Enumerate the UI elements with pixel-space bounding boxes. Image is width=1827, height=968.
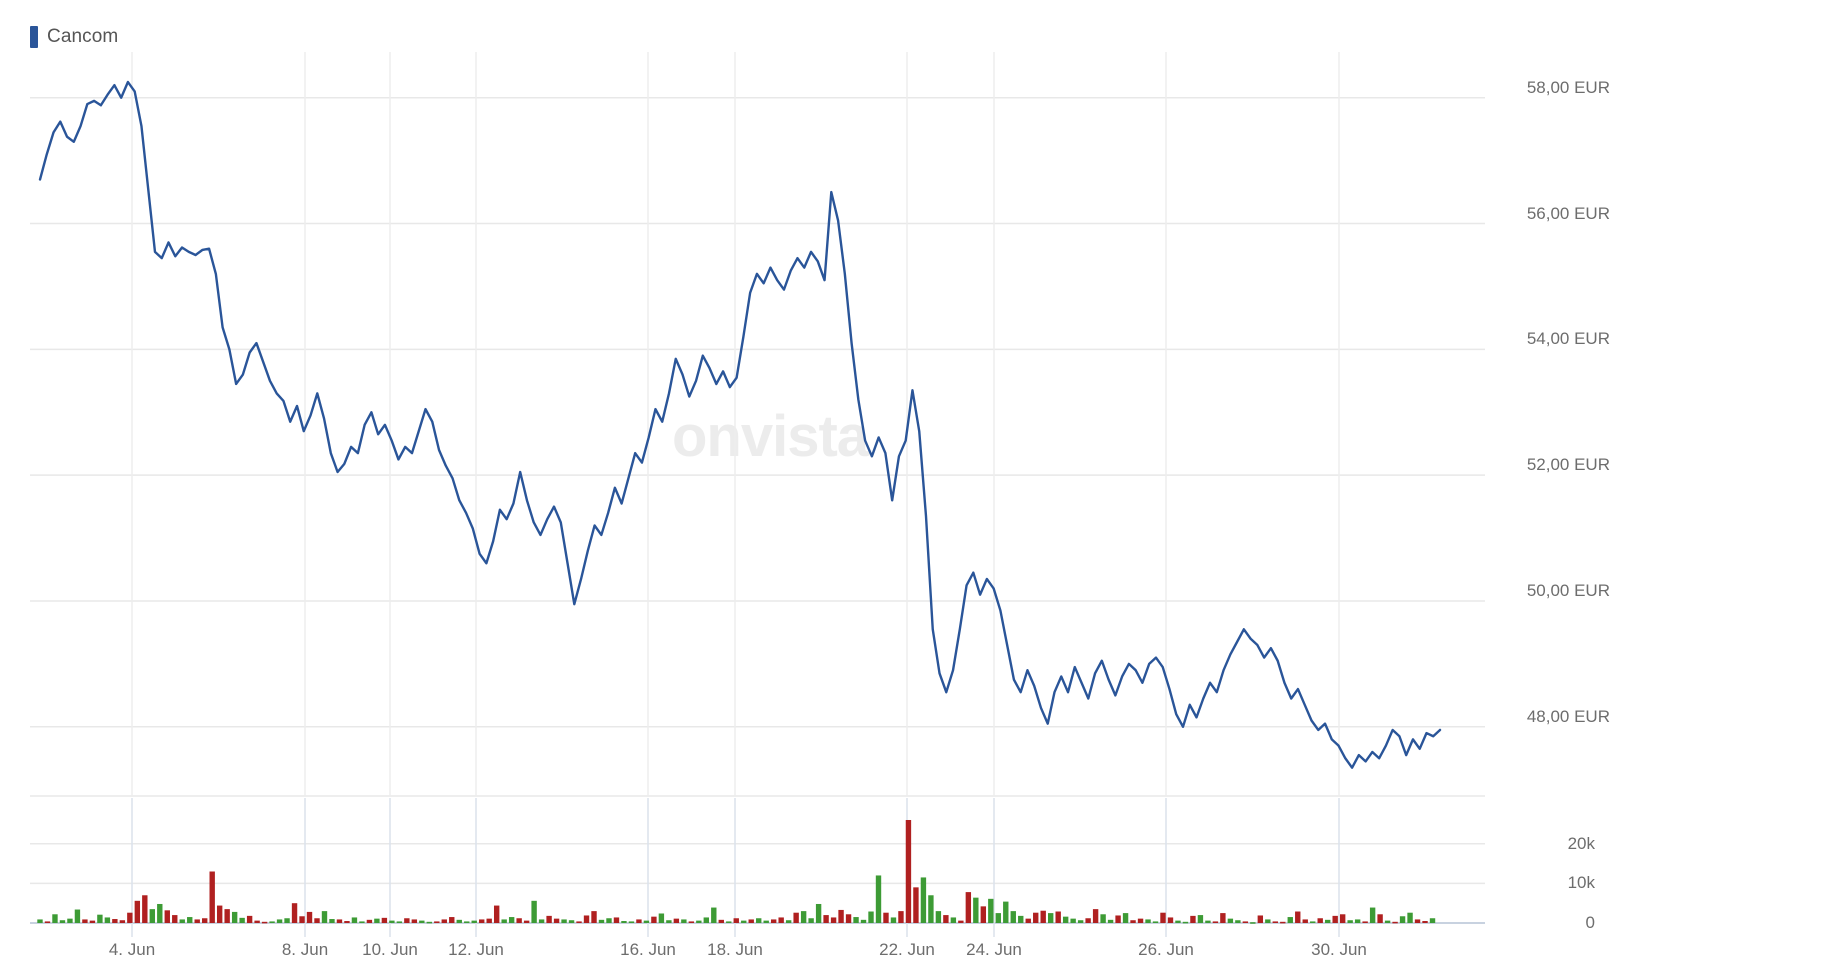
volume-bars (37, 820, 1436, 924)
volume-axis-tick-label: 0 (1585, 913, 1595, 932)
price-axis-tick-label: 54,00 EUR (1526, 329, 1610, 349)
date-axis-tick-label: 8. Jun (281, 940, 329, 959)
price-axis-tick-label: 50,00 EUR (1526, 580, 1610, 600)
legend-series-label: Cancom (47, 26, 119, 47)
onvista-watermark: onvista (672, 404, 869, 469)
price-line (38, 80, 1442, 769)
price-axis-tick-label: 58,00 EUR (1526, 77, 1610, 97)
volume-axis-tick-label: 20k (1567, 833, 1595, 853)
date-axis-tick-label: 12. Jun (448, 940, 504, 959)
date-axis-tick-label: 10. Jun (362, 940, 418, 959)
price-axis-tick-label: 56,00 EUR (1526, 203, 1610, 223)
chart-legend[interactable]: Cancom (30, 26, 118, 48)
price-axis-tick-label: 48,00 EUR (1526, 706, 1610, 726)
date-axis-tick-label: 24. Jun (966, 940, 1022, 959)
date-axis-tick-label: 4. Jun (108, 940, 156, 959)
grid-lines (30, 52, 1485, 937)
date-axis-tick-label: 18. Jun (707, 940, 763, 959)
date-axis-tick-label: 16. Jun (620, 940, 676, 959)
volume-axis-tick-label: 10k (1567, 873, 1595, 893)
date-axis-tick-label: 26. Jun (1138, 940, 1194, 959)
price-axis-tick-label: 52,00 EUR (1526, 455, 1610, 475)
date-axis-tick-label: 22. Jun (879, 940, 935, 959)
date-axis-tick-label: 30. Jun (1311, 940, 1367, 959)
legend-color-swatch (30, 26, 38, 48)
